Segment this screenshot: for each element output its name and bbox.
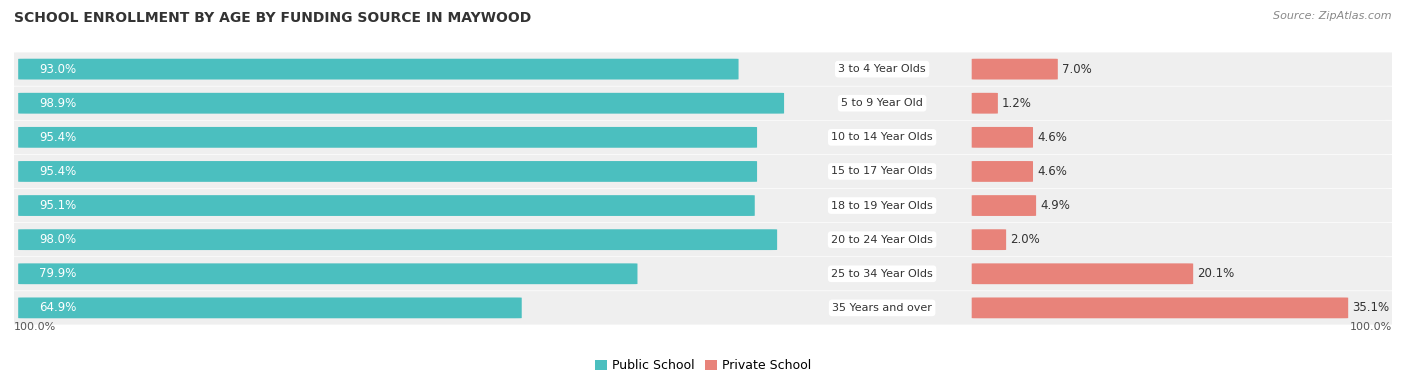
Text: 64.9%: 64.9% <box>39 301 76 314</box>
FancyBboxPatch shape <box>18 59 738 80</box>
Text: 100.0%: 100.0% <box>1350 322 1392 333</box>
Text: 2.0%: 2.0% <box>1011 233 1040 246</box>
Text: 4.6%: 4.6% <box>1038 165 1067 178</box>
Text: 25 to 34 Year Olds: 25 to 34 Year Olds <box>831 269 934 279</box>
Legend: Public School, Private School: Public School, Private School <box>589 354 817 377</box>
FancyBboxPatch shape <box>972 161 1033 182</box>
Text: 7.0%: 7.0% <box>1062 63 1091 76</box>
Text: 95.4%: 95.4% <box>39 131 76 144</box>
Text: 3 to 4 Year Olds: 3 to 4 Year Olds <box>838 64 927 74</box>
Text: 35.1%: 35.1% <box>1353 301 1389 314</box>
Text: 95.4%: 95.4% <box>39 165 76 178</box>
Text: 18 to 19 Year Olds: 18 to 19 Year Olds <box>831 201 934 211</box>
FancyBboxPatch shape <box>18 229 778 250</box>
FancyBboxPatch shape <box>18 161 756 182</box>
Text: 1.2%: 1.2% <box>1002 97 1032 110</box>
Text: Source: ZipAtlas.com: Source: ZipAtlas.com <box>1274 11 1392 21</box>
Text: 79.9%: 79.9% <box>39 267 76 280</box>
FancyBboxPatch shape <box>18 297 522 318</box>
Text: 35 Years and over: 35 Years and over <box>832 303 932 313</box>
Text: 20.1%: 20.1% <box>1198 267 1234 280</box>
FancyBboxPatch shape <box>18 93 785 113</box>
FancyBboxPatch shape <box>972 264 1194 284</box>
FancyBboxPatch shape <box>972 59 1057 80</box>
Text: 5 to 9 Year Old: 5 to 9 Year Old <box>841 98 924 108</box>
Text: 95.1%: 95.1% <box>39 199 76 212</box>
Text: 98.9%: 98.9% <box>39 97 76 110</box>
FancyBboxPatch shape <box>972 297 1348 318</box>
FancyBboxPatch shape <box>7 291 1399 325</box>
Text: 4.6%: 4.6% <box>1038 131 1067 144</box>
FancyBboxPatch shape <box>18 195 755 216</box>
Text: 4.9%: 4.9% <box>1040 199 1070 212</box>
FancyBboxPatch shape <box>7 86 1399 120</box>
FancyBboxPatch shape <box>972 229 1007 250</box>
FancyBboxPatch shape <box>18 264 637 284</box>
FancyBboxPatch shape <box>972 127 1033 148</box>
Text: 20 to 24 Year Olds: 20 to 24 Year Olds <box>831 234 934 245</box>
FancyBboxPatch shape <box>7 52 1399 86</box>
Text: 15 to 17 Year Olds: 15 to 17 Year Olds <box>831 166 934 176</box>
FancyBboxPatch shape <box>7 257 1399 291</box>
FancyBboxPatch shape <box>7 223 1399 256</box>
FancyBboxPatch shape <box>7 121 1399 154</box>
FancyBboxPatch shape <box>18 127 756 148</box>
Text: 100.0%: 100.0% <box>14 322 56 333</box>
Text: SCHOOL ENROLLMENT BY AGE BY FUNDING SOURCE IN MAYWOOD: SCHOOL ENROLLMENT BY AGE BY FUNDING SOUR… <box>14 11 531 25</box>
FancyBboxPatch shape <box>972 195 1036 216</box>
Text: 10 to 14 Year Olds: 10 to 14 Year Olds <box>831 132 934 143</box>
FancyBboxPatch shape <box>7 155 1399 188</box>
Text: 93.0%: 93.0% <box>39 63 76 76</box>
Text: 98.0%: 98.0% <box>39 233 76 246</box>
FancyBboxPatch shape <box>972 93 998 113</box>
FancyBboxPatch shape <box>7 189 1399 222</box>
